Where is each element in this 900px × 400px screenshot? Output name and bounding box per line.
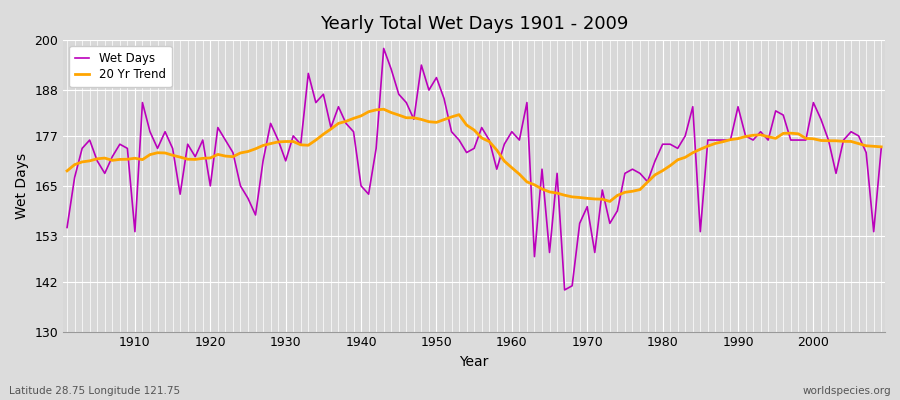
Wet Days <box>507 129 517 134</box>
Wet Days <box>514 138 525 142</box>
20 Yr Trend <box>122 157 133 162</box>
X-axis label: Year: Year <box>460 355 489 369</box>
20 Yr Trend <box>514 172 525 176</box>
Wet Days <box>288 134 299 138</box>
Wet Days <box>559 288 570 292</box>
Title: Yearly Total Wet Days 1901 - 2009: Yearly Total Wet Days 1901 - 2009 <box>320 15 628 33</box>
Text: worldspecies.org: worldspecies.org <box>803 386 891 396</box>
20 Yr Trend <box>378 107 389 112</box>
Line: 20 Yr Trend: 20 Yr Trend <box>68 109 881 202</box>
Wet Days <box>378 46 389 51</box>
Y-axis label: Wet Days: Wet Days <box>15 153 29 219</box>
20 Yr Trend <box>333 121 344 126</box>
Wet Days <box>612 208 623 213</box>
Wet Days <box>122 146 133 151</box>
20 Yr Trend <box>612 193 623 198</box>
20 Yr Trend <box>507 165 517 170</box>
Wet Days <box>62 225 73 230</box>
20 Yr Trend <box>62 168 73 173</box>
Line: Wet Days: Wet Days <box>68 48 881 290</box>
20 Yr Trend <box>605 199 616 204</box>
Wet Days <box>333 104 344 109</box>
Text: Latitude 28.75 Longitude 121.75: Latitude 28.75 Longitude 121.75 <box>9 386 180 396</box>
20 Yr Trend <box>288 139 299 144</box>
20 Yr Trend <box>876 144 886 149</box>
Wet Days <box>876 146 886 151</box>
Legend: Wet Days, 20 Yr Trend: Wet Days, 20 Yr Trend <box>69 46 172 87</box>
